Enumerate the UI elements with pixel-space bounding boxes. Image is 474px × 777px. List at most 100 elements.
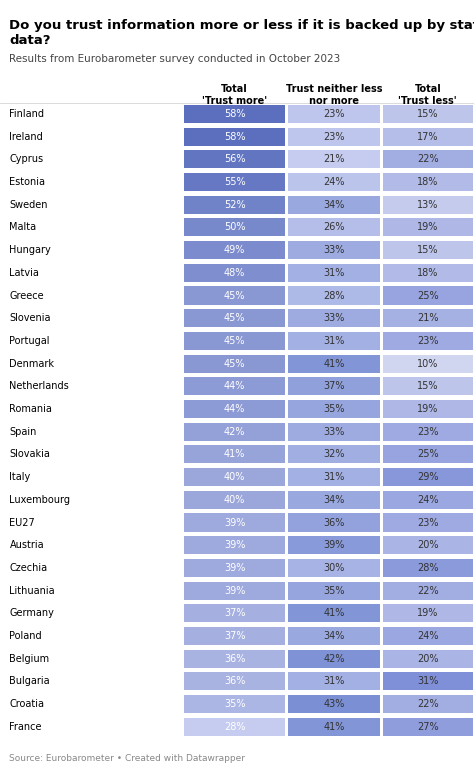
FancyBboxPatch shape xyxy=(383,173,473,191)
Text: 22%: 22% xyxy=(417,699,438,709)
FancyBboxPatch shape xyxy=(288,581,380,600)
FancyBboxPatch shape xyxy=(383,581,473,600)
Text: 20%: 20% xyxy=(417,540,438,550)
FancyBboxPatch shape xyxy=(184,127,285,145)
Text: 23%: 23% xyxy=(323,109,345,119)
Text: 48%: 48% xyxy=(224,268,246,278)
FancyBboxPatch shape xyxy=(184,378,285,395)
FancyBboxPatch shape xyxy=(383,605,473,622)
Text: 41%: 41% xyxy=(323,608,345,618)
FancyBboxPatch shape xyxy=(288,173,380,191)
FancyBboxPatch shape xyxy=(383,309,473,327)
Text: Italy: Italy xyxy=(9,472,31,482)
FancyBboxPatch shape xyxy=(184,400,285,418)
FancyBboxPatch shape xyxy=(383,241,473,260)
FancyBboxPatch shape xyxy=(184,264,285,282)
Text: Belgium: Belgium xyxy=(9,653,50,664)
FancyBboxPatch shape xyxy=(184,695,285,713)
Text: 41%: 41% xyxy=(323,722,345,732)
FancyBboxPatch shape xyxy=(383,627,473,645)
FancyBboxPatch shape xyxy=(383,378,473,395)
Text: 32%: 32% xyxy=(323,449,345,459)
FancyBboxPatch shape xyxy=(184,672,285,691)
Text: 22%: 22% xyxy=(417,586,438,596)
Text: Cyprus: Cyprus xyxy=(9,155,44,164)
FancyBboxPatch shape xyxy=(288,536,380,554)
Text: Austria: Austria xyxy=(9,540,44,550)
Text: 25%: 25% xyxy=(417,449,438,459)
Text: 18%: 18% xyxy=(417,268,438,278)
FancyBboxPatch shape xyxy=(288,332,380,350)
FancyBboxPatch shape xyxy=(383,332,473,350)
Text: 42%: 42% xyxy=(323,653,345,664)
FancyBboxPatch shape xyxy=(383,536,473,554)
Text: 31%: 31% xyxy=(323,268,345,278)
Text: Total
'Trust less': Total 'Trust less' xyxy=(399,84,457,106)
FancyBboxPatch shape xyxy=(288,105,380,123)
Text: 35%: 35% xyxy=(323,586,345,596)
Text: 56%: 56% xyxy=(224,155,246,164)
FancyBboxPatch shape xyxy=(383,650,473,667)
Text: 39%: 39% xyxy=(224,563,246,573)
Text: 36%: 36% xyxy=(224,677,246,686)
Text: 29%: 29% xyxy=(417,472,438,482)
Text: 22%: 22% xyxy=(417,155,438,164)
FancyBboxPatch shape xyxy=(184,173,285,191)
FancyBboxPatch shape xyxy=(184,241,285,260)
FancyBboxPatch shape xyxy=(184,718,285,736)
FancyBboxPatch shape xyxy=(288,514,380,531)
Text: 35%: 35% xyxy=(224,699,246,709)
FancyBboxPatch shape xyxy=(288,650,380,667)
Text: Finland: Finland xyxy=(9,109,45,119)
Text: 21%: 21% xyxy=(323,155,345,164)
FancyBboxPatch shape xyxy=(288,491,380,509)
FancyBboxPatch shape xyxy=(184,218,285,236)
FancyBboxPatch shape xyxy=(288,354,380,373)
Text: 50%: 50% xyxy=(224,222,246,232)
Text: 30%: 30% xyxy=(323,563,345,573)
FancyBboxPatch shape xyxy=(288,287,380,305)
Text: France: France xyxy=(9,722,42,732)
FancyBboxPatch shape xyxy=(383,491,473,509)
Text: Germany: Germany xyxy=(9,608,55,618)
FancyBboxPatch shape xyxy=(383,105,473,123)
Text: 45%: 45% xyxy=(224,313,246,323)
Text: 19%: 19% xyxy=(417,404,438,414)
Text: 52%: 52% xyxy=(224,200,246,210)
FancyBboxPatch shape xyxy=(288,309,380,327)
FancyBboxPatch shape xyxy=(383,445,473,463)
Text: 45%: 45% xyxy=(224,359,246,368)
Text: 27%: 27% xyxy=(417,722,438,732)
Text: Do you trust information more or less if it is backed up by statistics and
data?: Do you trust information more or less if… xyxy=(9,19,474,47)
Text: 23%: 23% xyxy=(323,131,345,141)
FancyBboxPatch shape xyxy=(184,650,285,667)
FancyBboxPatch shape xyxy=(184,423,285,441)
Text: Bulgaria: Bulgaria xyxy=(9,677,50,686)
Text: 15%: 15% xyxy=(417,109,438,119)
Text: Czechia: Czechia xyxy=(9,563,47,573)
FancyBboxPatch shape xyxy=(383,423,473,441)
Text: 39%: 39% xyxy=(224,586,246,596)
Text: Slovenia: Slovenia xyxy=(9,313,51,323)
Text: Poland: Poland xyxy=(9,631,42,641)
FancyBboxPatch shape xyxy=(383,287,473,305)
FancyBboxPatch shape xyxy=(383,468,473,486)
FancyBboxPatch shape xyxy=(184,105,285,123)
Text: 44%: 44% xyxy=(224,382,246,392)
FancyBboxPatch shape xyxy=(288,468,380,486)
Text: 40%: 40% xyxy=(224,472,246,482)
Text: Spain: Spain xyxy=(9,427,37,437)
Text: 28%: 28% xyxy=(224,722,246,732)
FancyBboxPatch shape xyxy=(288,559,380,577)
Text: 18%: 18% xyxy=(417,177,438,187)
FancyBboxPatch shape xyxy=(184,627,285,645)
Text: 37%: 37% xyxy=(224,608,246,618)
FancyBboxPatch shape xyxy=(184,196,285,214)
Text: 19%: 19% xyxy=(417,608,438,618)
Text: Luxembourg: Luxembourg xyxy=(9,495,71,505)
Text: 39%: 39% xyxy=(224,517,246,528)
Text: Estonia: Estonia xyxy=(9,177,46,187)
FancyBboxPatch shape xyxy=(383,127,473,145)
FancyBboxPatch shape xyxy=(288,718,380,736)
Text: 33%: 33% xyxy=(323,245,345,255)
